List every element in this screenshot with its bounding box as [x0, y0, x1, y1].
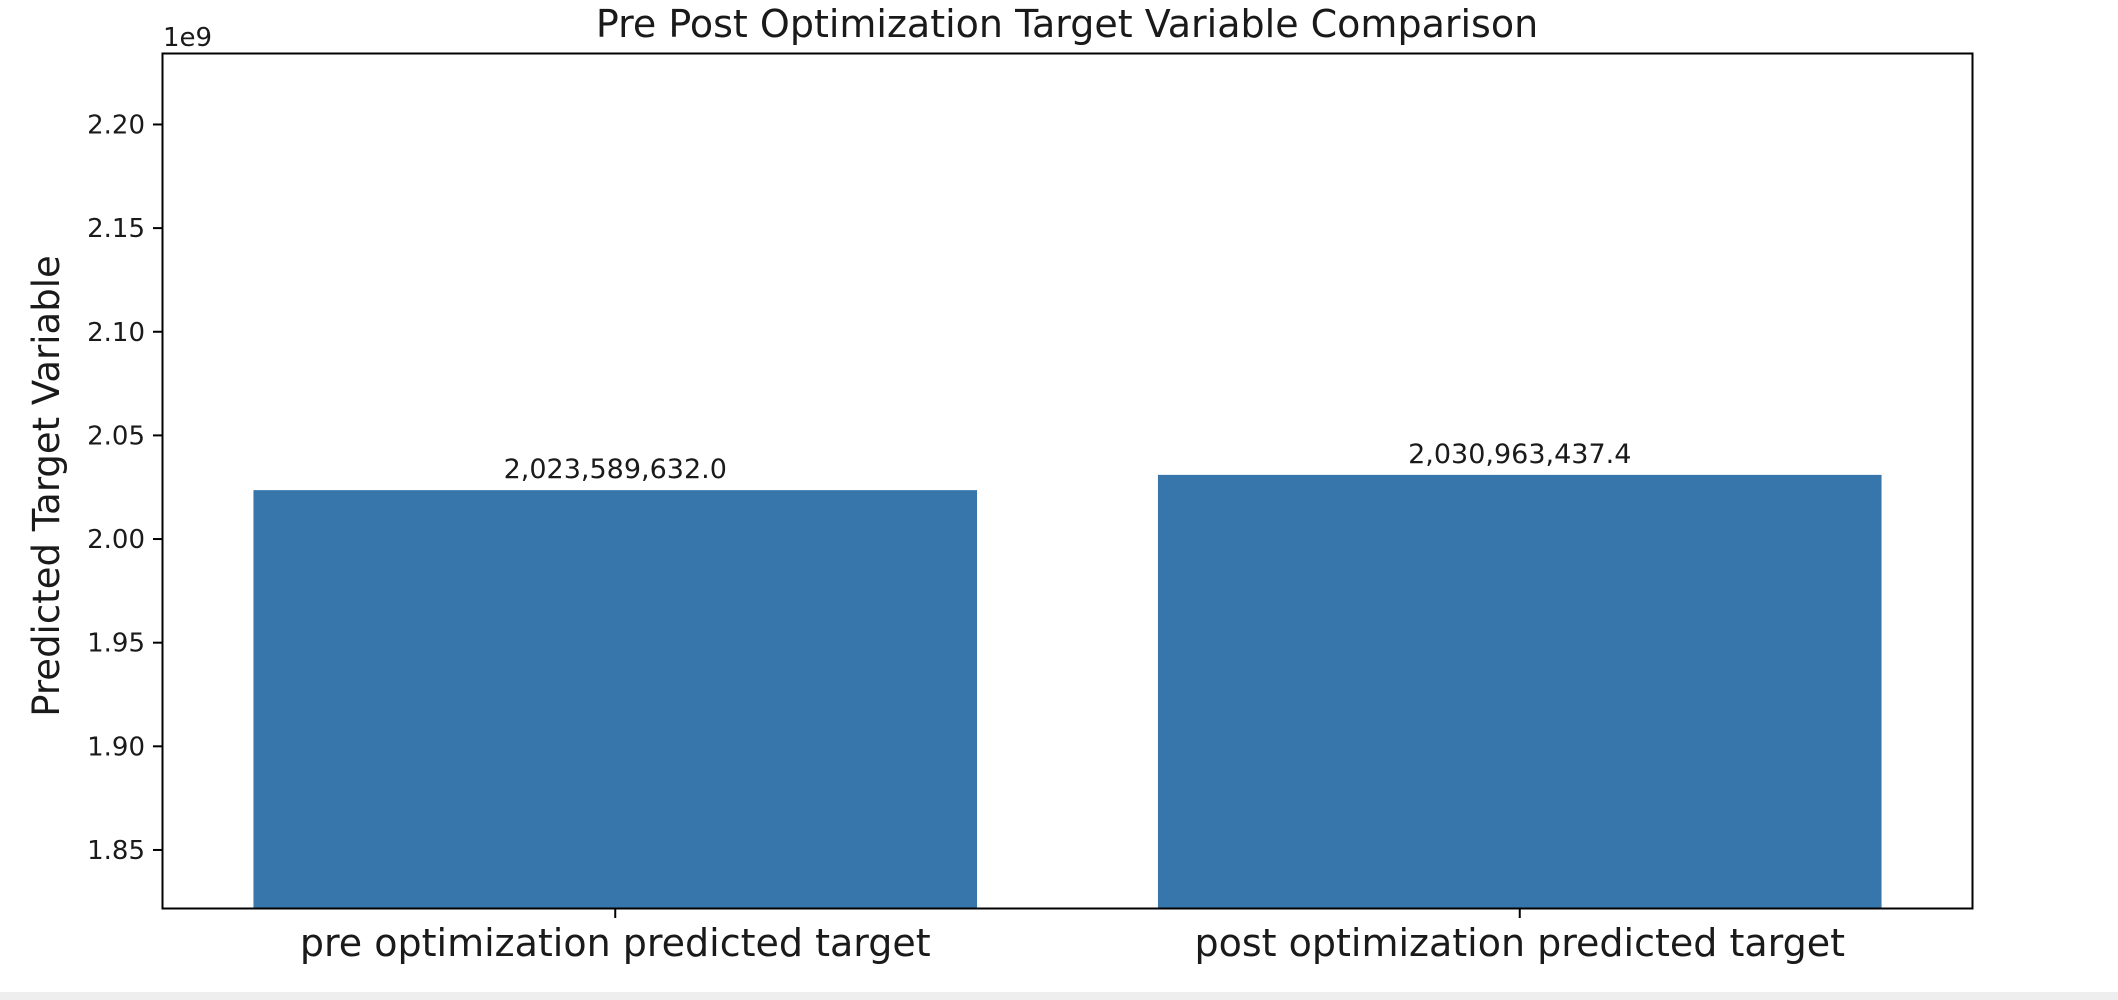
y-tick-label: 2.20 [87, 110, 145, 140]
bar-value-label: 2,023,589,632.0 [504, 454, 727, 485]
y-tick-label: 1.95 [87, 629, 145, 659]
y-tick-label: 2.15 [87, 214, 145, 244]
x-tick-label: pre optimization predicted target [300, 921, 931, 965]
plot-frame [161, 52, 1974, 910]
bar-pre-optimization [253, 490, 978, 908]
bar-post-optimization [1157, 474, 1882, 908]
y-axis-offset-label: 1e9 [163, 23, 212, 53]
y-axis-label: Predicted Target Variable [25, 255, 68, 717]
bottom-scrollbar-strip [0, 992, 2118, 1000]
x-tick-label: post optimization predicted target [1194, 921, 1845, 965]
bar-value-label: 2,030,963,437.4 [1408, 439, 1631, 470]
y-tick-label: 1.85 [87, 836, 145, 866]
ticks-layer: pre optimization predicted target post op… [87, 110, 1845, 965]
y-tick-label: 2.05 [87, 421, 145, 451]
y-tick-label: 1.90 [87, 732, 145, 762]
y-tick-label: 2.10 [87, 318, 145, 348]
chart-title: Pre Post Optimization Target Variable Co… [596, 2, 1538, 46]
bars-layer: 2,023,589,632.0 2,030,963,437.4 [253, 439, 1882, 908]
y-tick-label: 2.00 [87, 525, 145, 555]
